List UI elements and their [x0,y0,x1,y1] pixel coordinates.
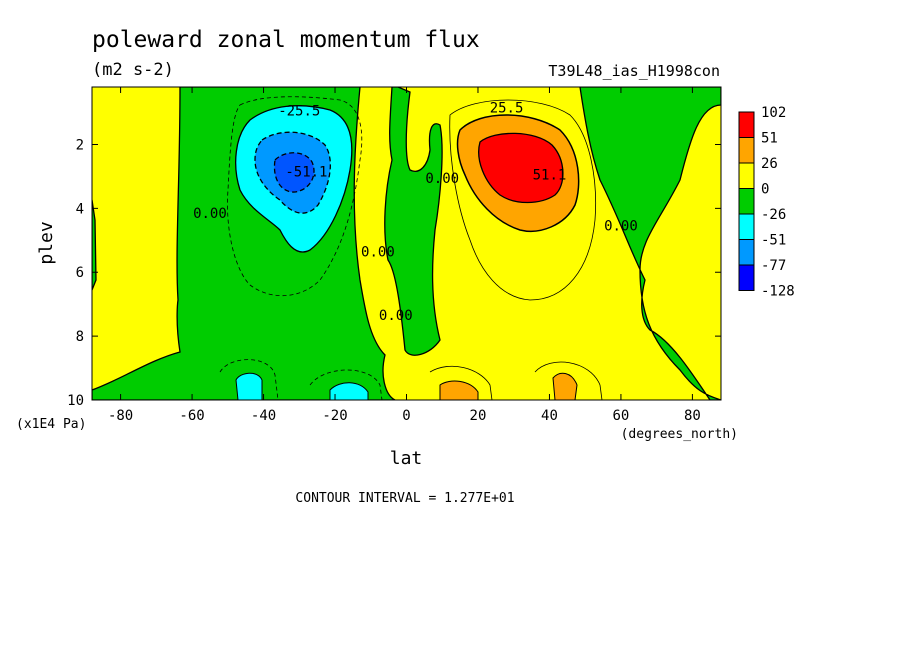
colorbar-swatch [738,264,755,291]
contour-label: 0.00 [193,206,227,222]
x-tick-label: 40 [541,408,558,424]
colorbar-swatch [738,137,755,164]
contour-label: 0.00 [604,219,638,235]
x-tick-label: 20 [470,408,487,424]
y-unit-label: (x1E4 Pa) [16,417,86,432]
negative-patch-1 [235,372,263,400]
contour-interval: CONTOUR INTERVAL = 1.277E+01 [295,491,514,506]
contour-label: 0.00 [379,308,413,324]
colorbar-label: -51 [761,233,786,249]
contour-line-3 [429,365,493,400]
y-axis: 2 4 6 8 10 [67,137,721,409]
x-tick-label: -80 [108,408,133,424]
y-tick-label: 2 [76,137,84,153]
x-tick-label: 80 [684,408,701,424]
chart-title: poleward zonal momentum flux [92,27,480,53]
colorbar-label: 0 [761,182,769,198]
colorbar-swatch [738,111,755,138]
negative-patch-2 [329,382,369,400]
contour-label: 25.5 [490,101,524,117]
x-tick-label: -20 [322,408,347,424]
run-label: T39L48_ias_H1998con [548,62,720,80]
contour-label: -51.1 [285,164,327,180]
colorbar-label: -77 [761,258,786,274]
plot-area [92,87,721,400]
x-tick-label: -60 [179,408,204,424]
negative-core-max [273,152,315,193]
y-tick-label: 4 [76,201,84,217]
y-tick-label: 8 [76,329,84,345]
colorbar: 102 51 26 0 -26 -51 -77 -128 [738,105,795,300]
contour-line-1 [227,96,363,297]
contour-line-6 [309,369,383,400]
y-tick-label: 6 [76,265,84,281]
x-tick-label: 0 [402,408,410,424]
colorbar-swatch [738,188,755,215]
colorbar-swatch [738,213,755,240]
colorbar-label: -26 [761,207,786,223]
colorbar-label: 102 [761,105,786,121]
colorbar-label: 51 [761,131,778,147]
y-axis-label: plev [36,221,57,264]
colorbar-label: -128 [761,284,795,300]
x-tick-label: 60 [613,408,630,424]
positive-patch-2 [552,372,578,400]
contour-label: 0.00 [361,244,395,260]
x-axis-label: lat [390,448,423,469]
contour-label: -25.5 [278,104,320,120]
y-tick-label: 10 [67,393,84,409]
contour-line-4 [534,361,603,400]
contour-line-2 [449,99,596,301]
x-axis: -80 -60 -40 -20 0 20 40 60 80 [108,87,701,424]
contour-labels: -25.5 -51.1 0.00 0.00 0.00 0.00 25.5 51.1 0.00 [193,101,638,325]
colorbar-swatch [738,239,755,266]
colorbar-swatch [738,162,755,189]
negative-region-equator [384,87,443,356]
contour-line-5 [219,359,279,400]
positive-core-max [478,132,564,204]
chart-units: (m2 s-2) [92,60,174,80]
contour-label: 0.00 [425,171,459,187]
x-unit-label: (degrees_north) [621,427,738,442]
negative-region-west-edge [92,199,97,291]
colorbar-label: 26 [761,156,778,172]
contour-label: 51.1 [533,168,567,184]
x-tick-label: -40 [251,408,276,424]
